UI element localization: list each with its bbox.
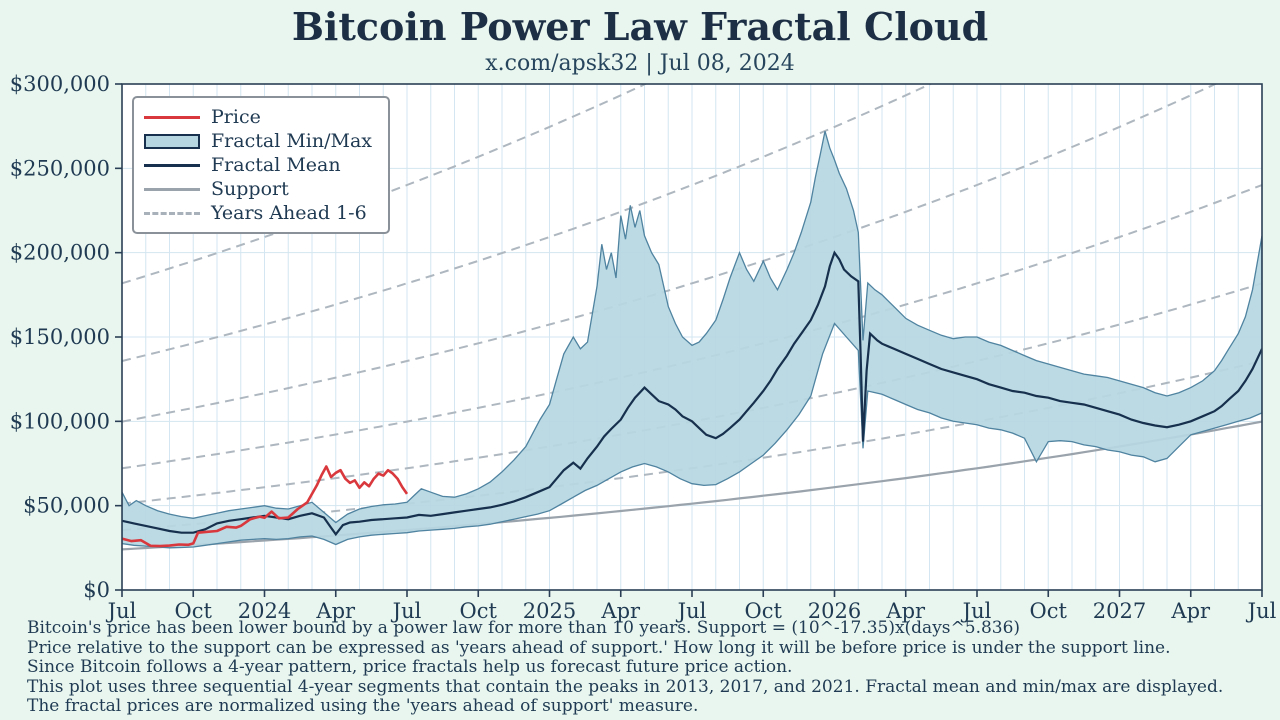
legend: Price Fractal Min/Max Fractal Mean Suppo…: [132, 96, 390, 234]
footer-line: This plot uses three sequential 4-year s…: [27, 676, 1224, 697]
footer-line: Bitcoin's price has been lower bound by …: [27, 618, 1021, 638]
x-tick-label: Jul: [106, 599, 137, 623]
x-tick-label: Oct: [460, 599, 498, 623]
legend-item-fractal-mean: Fractal Mean: [144, 154, 372, 176]
y-tick-label: $200,000: [10, 241, 110, 265]
band-swatch: [144, 133, 200, 149]
legend-item-fractal-minmax: Fractal Min/Max: [144, 130, 372, 152]
x-tick-label: Apr: [1170, 599, 1211, 623]
y-tick-label: $0: [83, 578, 110, 602]
x-tick-label: 2027: [1093, 599, 1146, 623]
footer-notes: Bitcoin's price has been lower bound by …: [27, 618, 1272, 717]
x-axis: Jul Oct 2024 Apr Jul Oct 2025 Apr Jul Oct 2026 Apr J…: [106, 590, 1277, 623]
support-line-swatch: [144, 187, 200, 191]
y-tick-label: $250,000: [10, 156, 110, 180]
legend-label: Fractal Min/Max: [211, 130, 372, 152]
x-tick-label: Oct: [175, 599, 213, 623]
x-tick-label: 2025: [523, 599, 576, 623]
x-tick-label: Apr: [885, 599, 926, 623]
footer-line: The fractal prices are normalized using …: [27, 696, 699, 717]
chart-title: Bitcoin Power Law Fractal Cloud: [291, 4, 989, 49]
y-tick-label: $100,000: [10, 409, 110, 433]
y-tick-label: $300,000: [10, 72, 110, 96]
footer-line: Since Bitcoin follows a 4-year pattern, …: [27, 657, 793, 678]
x-tick-label: Jul: [961, 599, 992, 623]
legend-item-years-ahead: Years Ahead 1-6: [144, 202, 372, 224]
x-tick-label: Jul: [391, 599, 422, 623]
x-tick-label: Oct: [745, 599, 783, 623]
legend-label: Fractal Mean: [211, 154, 341, 176]
legend-item-support: Support: [144, 178, 372, 200]
years-ahead-swatch: [144, 211, 200, 215]
support-line: [122, 420, 1262, 551]
legend-label: Price: [211, 106, 261, 128]
y-tick-label: $50,000: [23, 494, 110, 518]
y-tick-label: $150,000: [10, 325, 110, 349]
x-tick-label: Jul: [1246, 599, 1277, 623]
mean-line-swatch: [144, 163, 200, 167]
legend-label: Years Ahead 1-6: [211, 202, 367, 224]
x-tick-label: Jul: [676, 599, 707, 623]
y-axis: $0 $50,000 $100,000 $150,000 $200,000 $250,00…: [10, 72, 122, 602]
x-tick-label: 2024: [238, 599, 291, 623]
chart-subtitle: x.com/apsk32 | Jul 08, 2024: [485, 51, 795, 76]
price-line: [122, 465, 409, 548]
x-tick-label: Oct: [1030, 599, 1068, 623]
x-tick-label: Apr: [600, 599, 641, 623]
years-ahead-line-4: [122, 84, 1218, 423]
legend-label: Support: [211, 178, 289, 200]
x-tick-label: Apr: [315, 599, 356, 623]
price-line-swatch: [144, 115, 200, 119]
fractal-mean-line: [122, 250, 1262, 537]
years-ahead-line-5: [122, 84, 933, 362]
fractal-band: [122, 131, 1262, 549]
legend-item-price: Price: [144, 106, 372, 128]
years-ahead-line-3: [122, 184, 1262, 470]
footer-line: Price relative to the support can be exp…: [27, 637, 1171, 658]
x-tick-label: 2026: [808, 599, 861, 623]
